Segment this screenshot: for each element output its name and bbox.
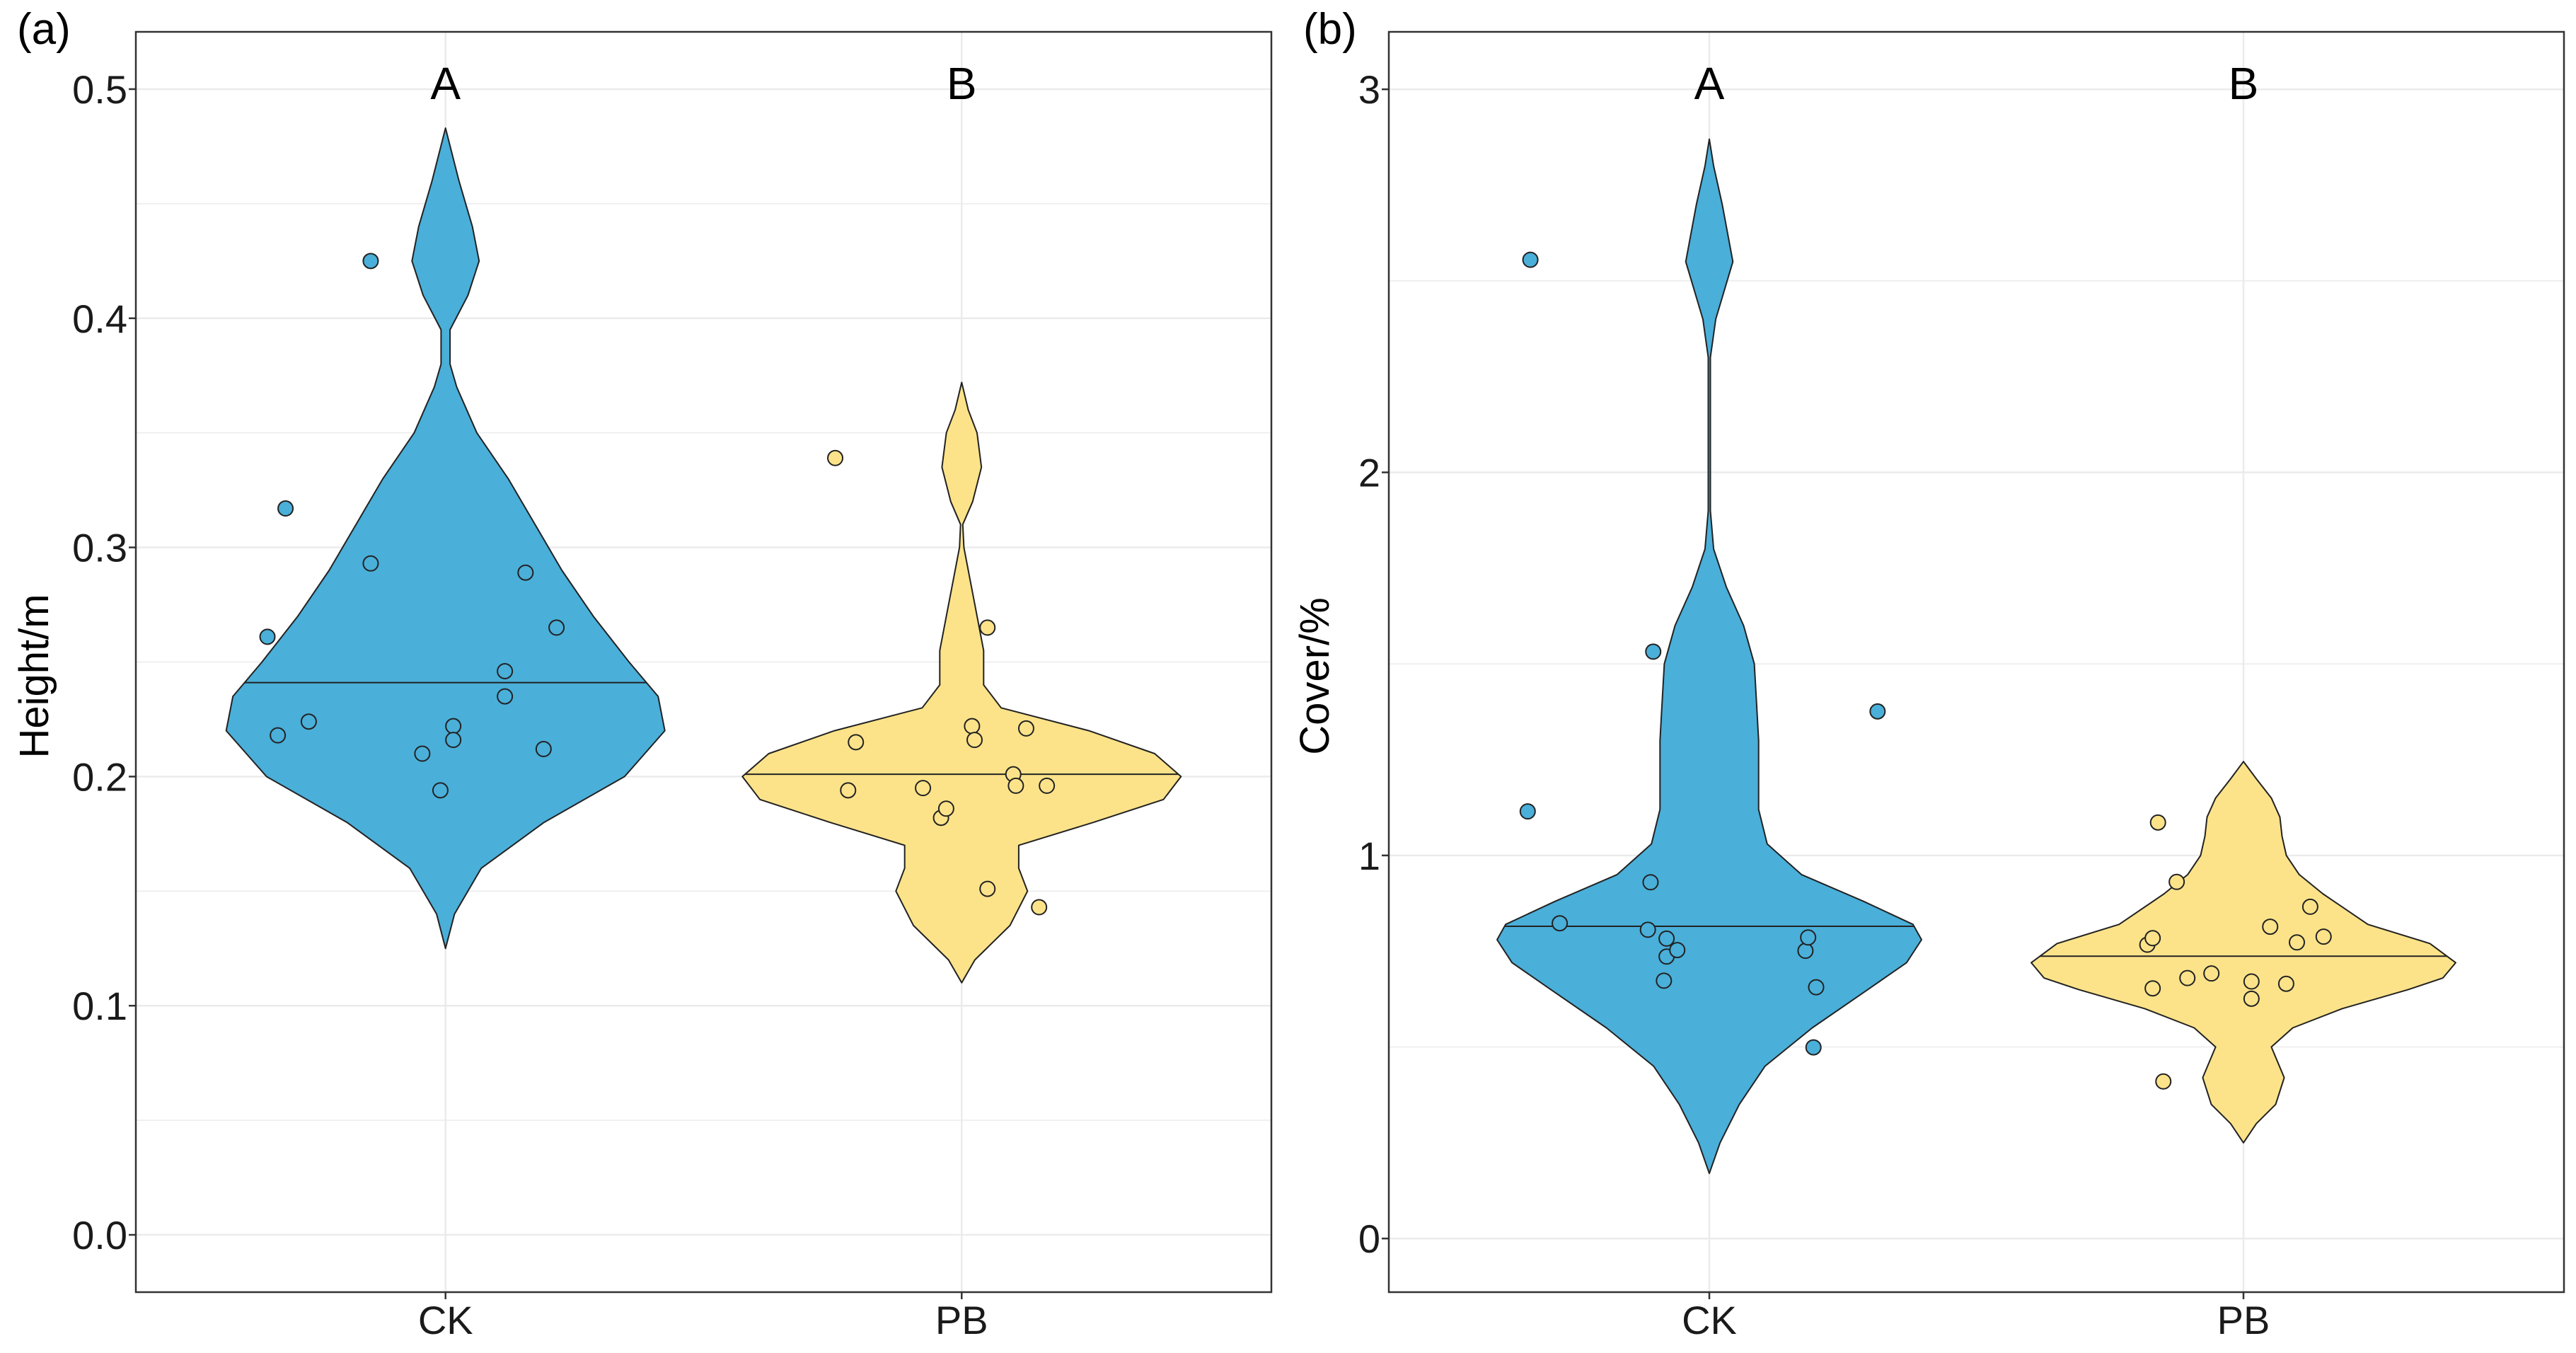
data-point-pb xyxy=(2277,975,2294,992)
data-point-pb xyxy=(1031,899,1048,916)
violin-ck xyxy=(1496,138,1922,1175)
data-point-ck xyxy=(1808,979,1825,996)
data-point-ck xyxy=(445,718,462,735)
data-point-pb xyxy=(1007,777,1024,794)
data-point-pb xyxy=(2289,934,2305,951)
data-point-ck xyxy=(259,628,276,645)
data-point-pb xyxy=(2149,814,2166,831)
data-point-pb xyxy=(2179,969,2196,986)
data-point-ck xyxy=(497,688,514,705)
data-point-ck xyxy=(517,564,534,581)
data-point-pb xyxy=(2203,965,2220,982)
data-point-ck xyxy=(1656,972,1673,989)
data-point-ck xyxy=(535,741,552,758)
data-point-ck xyxy=(362,555,379,572)
data-point-pb xyxy=(1017,720,1034,737)
y-tick-label: 0.4 xyxy=(72,296,127,341)
data-point-pb xyxy=(2144,980,2161,997)
significance-letter: A xyxy=(1694,58,1725,109)
x-tick-label-ck: CK xyxy=(1682,1298,1737,1342)
data-point-ck xyxy=(1522,251,1539,268)
data-point-ck xyxy=(277,500,294,517)
data-point-ck xyxy=(1800,929,1817,946)
y-axis-title: Height/m xyxy=(11,594,57,758)
data-point-pb xyxy=(840,782,857,799)
y-tick-label: 0.2 xyxy=(72,754,127,799)
y-tick-label: 0.3 xyxy=(72,526,127,570)
y-tick-label: 0 xyxy=(1358,1216,1380,1261)
panel-border xyxy=(134,30,1273,1294)
data-point-pb xyxy=(979,619,996,636)
data-point-ck xyxy=(432,782,449,799)
data-point-ck xyxy=(1639,921,1656,938)
panel-border xyxy=(1387,30,2565,1294)
data-point-ck xyxy=(1797,943,1814,960)
data-point-pb xyxy=(966,732,983,749)
data-point-pb xyxy=(2168,873,2185,890)
y-tick-label: 0.1 xyxy=(72,984,127,1028)
y-axis-title: Cover/% xyxy=(1292,597,1338,754)
data-point-pb xyxy=(2301,898,2318,915)
panel-b-cover: 0 1 2 3 CK A PB B Cover/% (b) xyxy=(1292,5,2565,1342)
x-tick-label-pb: PB xyxy=(2217,1298,2270,1342)
plot-background xyxy=(1389,32,2564,1292)
panel-a-height: 0.0 0.1 0.2 0.3 0.4 0.5 CK A PB B Height/m (a) xyxy=(11,5,1273,1342)
data-point-pb xyxy=(2243,990,2260,1007)
y-tick-label: 0.0 xyxy=(72,1213,127,1257)
y-tick-label: 3 xyxy=(1358,67,1380,112)
x-tick-label-ck: CK xyxy=(418,1298,473,1342)
y-tick-label: 0.5 xyxy=(72,67,127,112)
data-point-ck xyxy=(1552,915,1569,932)
data-point-pb xyxy=(827,449,844,466)
significance-letter: A xyxy=(430,58,461,109)
data-point-pb xyxy=(937,800,954,817)
data-point-ck xyxy=(1642,874,1659,891)
data-point-ck xyxy=(497,662,514,679)
data-point-pb xyxy=(848,734,865,751)
data-point-ck xyxy=(1519,803,1536,820)
violin-pb xyxy=(741,381,1182,984)
data-point-pb xyxy=(979,880,996,897)
data-point-ck xyxy=(300,713,317,730)
data-point-pb xyxy=(915,780,932,797)
data-point-ck xyxy=(270,727,287,744)
data-point-ck xyxy=(1805,1039,1822,1056)
data-point-ck xyxy=(445,732,462,749)
panel-label: (a) xyxy=(17,5,71,54)
data-point-ck xyxy=(548,619,565,636)
data-point-ck xyxy=(1669,942,1686,959)
data-point-ck xyxy=(1645,643,1662,660)
x-tick-label-pb: PB xyxy=(935,1298,988,1342)
data-point-pb xyxy=(2155,1073,2172,1090)
significance-letter: B xyxy=(2229,58,2259,109)
data-point-ck xyxy=(362,253,379,270)
violin-pb xyxy=(2031,761,2456,1144)
significance-letter: B xyxy=(947,58,977,109)
panel-label: (b) xyxy=(1303,5,1357,54)
y-tick-label: 2 xyxy=(1358,451,1380,495)
data-point-ck xyxy=(414,745,431,762)
violin-ck xyxy=(225,127,666,950)
data-point-pb xyxy=(2243,973,2260,990)
data-point-pb xyxy=(2144,930,2161,947)
data-point-ck xyxy=(1658,930,1675,947)
data-point-pb xyxy=(1039,777,1056,794)
data-point-pb xyxy=(2315,928,2332,945)
data-point-ck xyxy=(1869,703,1886,720)
y-tick-label: 1 xyxy=(1358,834,1380,878)
data-point-pb xyxy=(2262,919,2279,935)
data-point-pb xyxy=(964,718,981,735)
